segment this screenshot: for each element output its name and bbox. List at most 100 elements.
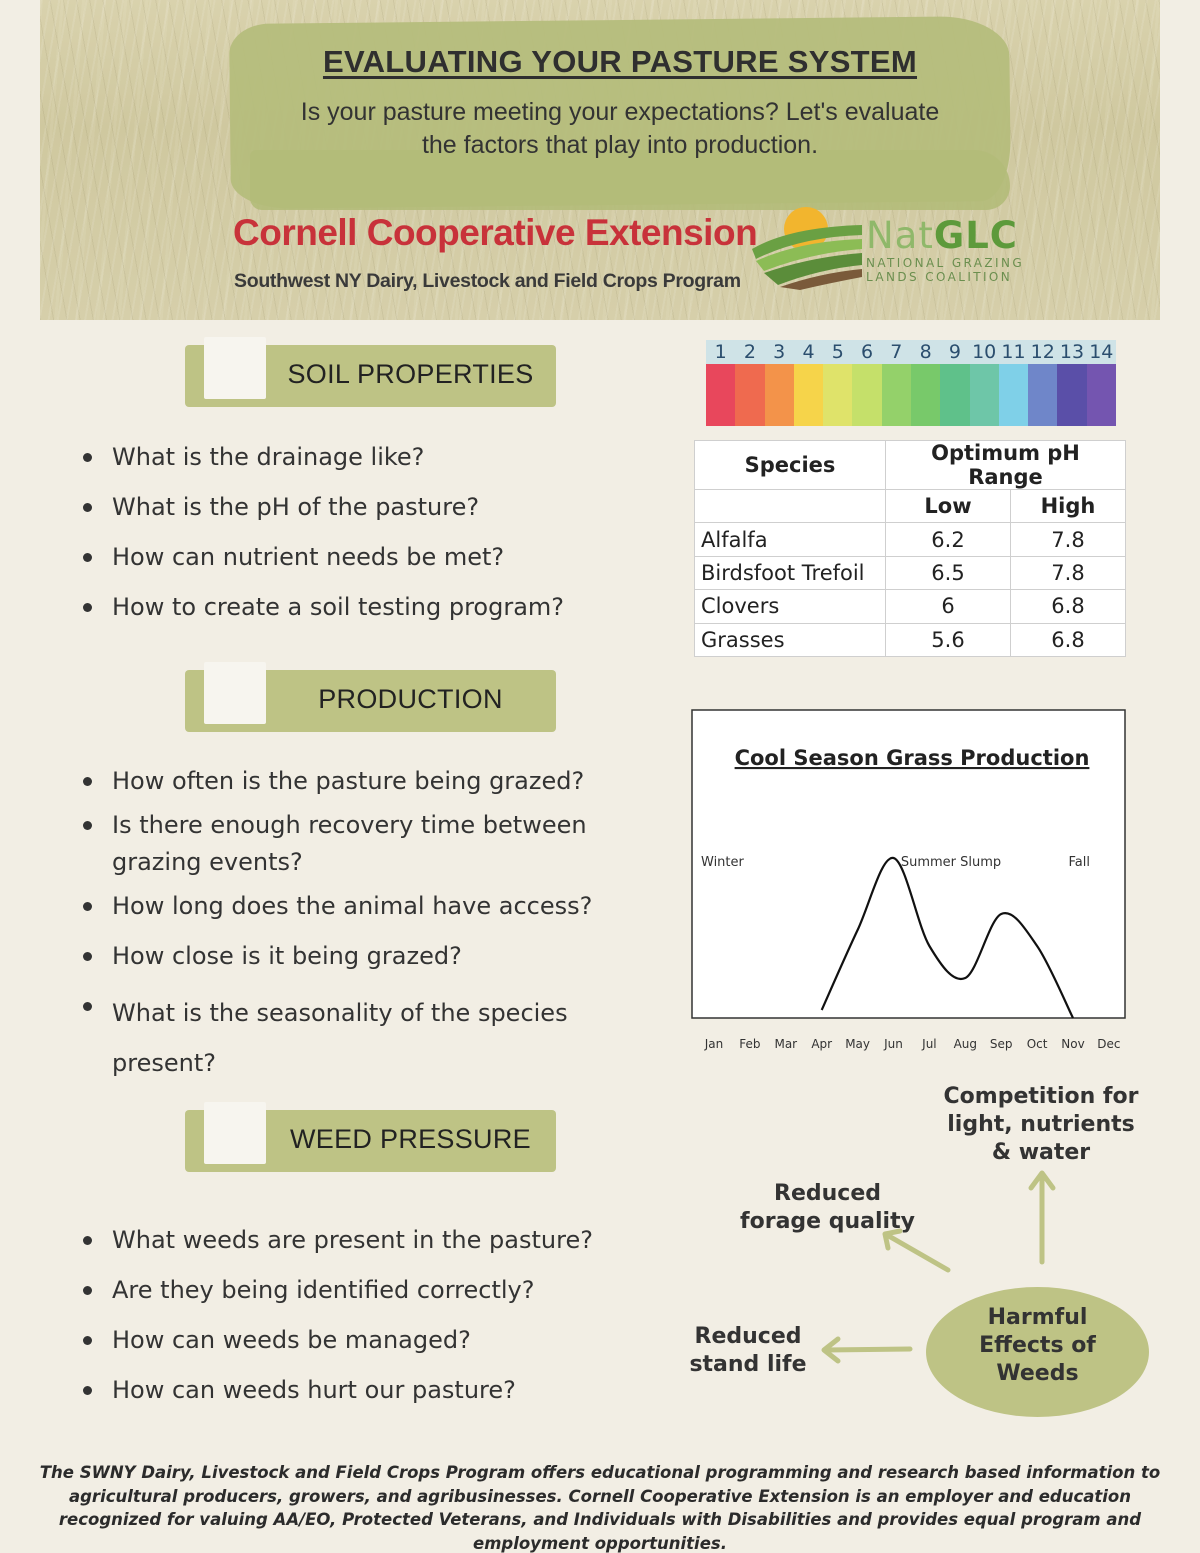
natglc-tagline-line2: LANDS COALITION: [866, 270, 1013, 284]
x-tick-label: May: [845, 1037, 870, 1051]
ph-color-swatch: [969, 364, 999, 426]
ph-number: 7: [890, 341, 903, 363]
high-cell: 7.8: [1010, 555, 1126, 591]
x-tick-label: Jan: [704, 1037, 724, 1051]
table-row: Grasses 5.6 6.8: [694, 622, 1126, 657]
natglc-nat: Nat: [866, 214, 934, 257]
ph-color-swatch: [852, 364, 882, 426]
table-row: Alfalfa 6.2 7.8: [694, 522, 1126, 557]
weed-tab-box: [204, 1102, 266, 1164]
ph-number: 14: [1089, 341, 1114, 363]
chart-annotation-winter: Winter: [701, 855, 745, 870]
ph-color-swatch: [1057, 364, 1087, 426]
soil-section-title: SOIL PROPERTIES: [287, 359, 534, 389]
low-cell: 5.6: [885, 622, 1011, 657]
production-questions-list: How often is the pasture being grazed? I…: [78, 763, 618, 1088]
ph-range-table: Species Optimum pH Range Low High Alfalf…: [694, 440, 1126, 657]
ph-color-swatch: [706, 364, 736, 426]
harmful-effects-circle: [926, 1287, 1149, 1417]
program-name: Southwest NY Dairy, Livestock and Field …: [234, 270, 741, 292]
ph-number: 5: [831, 341, 844, 363]
empty-cell: [694, 488, 886, 524]
x-tick-label: Nov: [1061, 1037, 1084, 1051]
list-item: What weeds are present in the pasture?: [78, 1226, 618, 1276]
species-cell: Birdsfoot Trefoil: [694, 555, 886, 591]
ph-number: 3: [773, 341, 786, 363]
species-cell: Grasses: [694, 622, 886, 657]
natglc-glc: GLC: [933, 214, 1018, 257]
ph-number: 10: [972, 341, 997, 363]
list-item: Are they being identified correctly?: [78, 1276, 618, 1326]
production-section-tab: PRODUCTION: [185, 662, 556, 732]
list-item: How can nutrient needs be met?: [78, 543, 618, 593]
ph-scale-numbers: 1 2 3 4 5 6 7 8 9 10 11 12 13 14: [706, 340, 1116, 364]
ph-number: 1: [714, 341, 727, 363]
list-item: How can weeds hurt our pasture?: [78, 1376, 618, 1426]
weed-questions-list: What weeds are present in the pasture? A…: [78, 1226, 618, 1426]
ph-color-swatch: [910, 364, 941, 426]
x-tick-label: Mar: [774, 1037, 797, 1051]
ph-scale-colorbar: [706, 364, 1116, 426]
weed-effects-arrows: [821, 1170, 1056, 1364]
low-cell: 6: [885, 589, 1011, 624]
soil-questions-list: What is the drainage like? What is the p…: [78, 443, 618, 643]
low-header: Low: [885, 488, 1011, 524]
ph-color-swatch: [1028, 364, 1058, 426]
natglc-wordmark: NatGLC: [866, 214, 1018, 257]
page-subtitle: Is your pasture meeting your expectation…: [300, 98, 940, 159]
cce-logo-text: Cornell Cooperative Extension: [233, 212, 758, 253]
ph-color-swatch: [881, 364, 911, 426]
footer-disclaimer: The SWNY Dairy, Livestock and Field Crop…: [39, 1463, 1161, 1553]
low-cell: 6.5: [885, 555, 1011, 591]
grass-production-chart: Cool Season Grass Production Winter Summ…: [691, 709, 1126, 1051]
ph-number: 4: [802, 341, 815, 363]
ph-color-swatch: [764, 364, 794, 426]
high-cell: 7.8: [1010, 522, 1126, 557]
species-header: Species: [694, 440, 886, 490]
list-item: How to create a soil testing program?: [78, 593, 618, 643]
weed-section-tab: WEED PRESSURE: [185, 1102, 556, 1172]
ph-color-swatch: [793, 364, 824, 426]
list-item: How can weeds be managed?: [78, 1326, 618, 1376]
ph-color-swatch: [1086, 364, 1116, 426]
x-tick-label: Dec: [1097, 1037, 1120, 1051]
high-header: High: [1010, 488, 1126, 524]
x-tick-label: Sep: [990, 1037, 1013, 1051]
species-cell: Clovers: [694, 589, 886, 624]
x-tick-label: Jul: [921, 1037, 936, 1051]
list-item: How often is the pasture being grazed?: [78, 763, 618, 800]
chart-frame: [691, 709, 1126, 1019]
low-cell: 6.2: [885, 522, 1011, 557]
x-tick-label: Jun: [883, 1037, 903, 1051]
production-curve: [820, 856, 1074, 1019]
arrow-up-head-icon: [1028, 1170, 1056, 1191]
list-item: What is the pH of the pasture?: [78, 493, 618, 543]
x-tick-label: Aug: [954, 1037, 977, 1051]
chart-title: Cool Season Grass Production: [735, 746, 1090, 770]
high-cell: 6.8: [1010, 589, 1126, 624]
weed-section-title: WEED PRESSURE: [290, 1124, 531, 1154]
x-tick-label: Oct: [1027, 1037, 1048, 1051]
soil-tab-box: [204, 337, 266, 399]
list-item: What is the seasonality of the species p…: [78, 988, 618, 1088]
list-item: Is there enough recovery time between gr…: [78, 807, 618, 881]
chart-marks: [820, 856, 1074, 1019]
ph-color-swatch: [940, 364, 970, 426]
production-tab-box: [204, 662, 266, 724]
soil-section-tab: SOIL PROPERTIES: [185, 337, 556, 407]
ph-number: 2: [743, 341, 756, 363]
natglc-logo-icon: [752, 207, 862, 290]
list-item: How close is it being grazed?: [78, 938, 618, 975]
ph-number: 6: [861, 341, 874, 363]
ph-color-swatch: [998, 364, 1029, 426]
arrow-left-icon: [822, 1346, 913, 1353]
ph-color-swatch: [823, 364, 853, 426]
ph-color-swatch: [735, 364, 765, 426]
arrow-up-left-icon: [884, 1232, 951, 1273]
ph-range-header: Optimum pH Range: [885, 440, 1126, 490]
natglc-tagline-line1: NATIONAL GRAZING: [866, 256, 1025, 270]
arrow-up-left-head-icon: [882, 1228, 903, 1251]
species-cell: Alfalfa: [694, 522, 886, 557]
ph-number: 9: [948, 341, 961, 363]
ph-number: 12: [1030, 341, 1055, 363]
